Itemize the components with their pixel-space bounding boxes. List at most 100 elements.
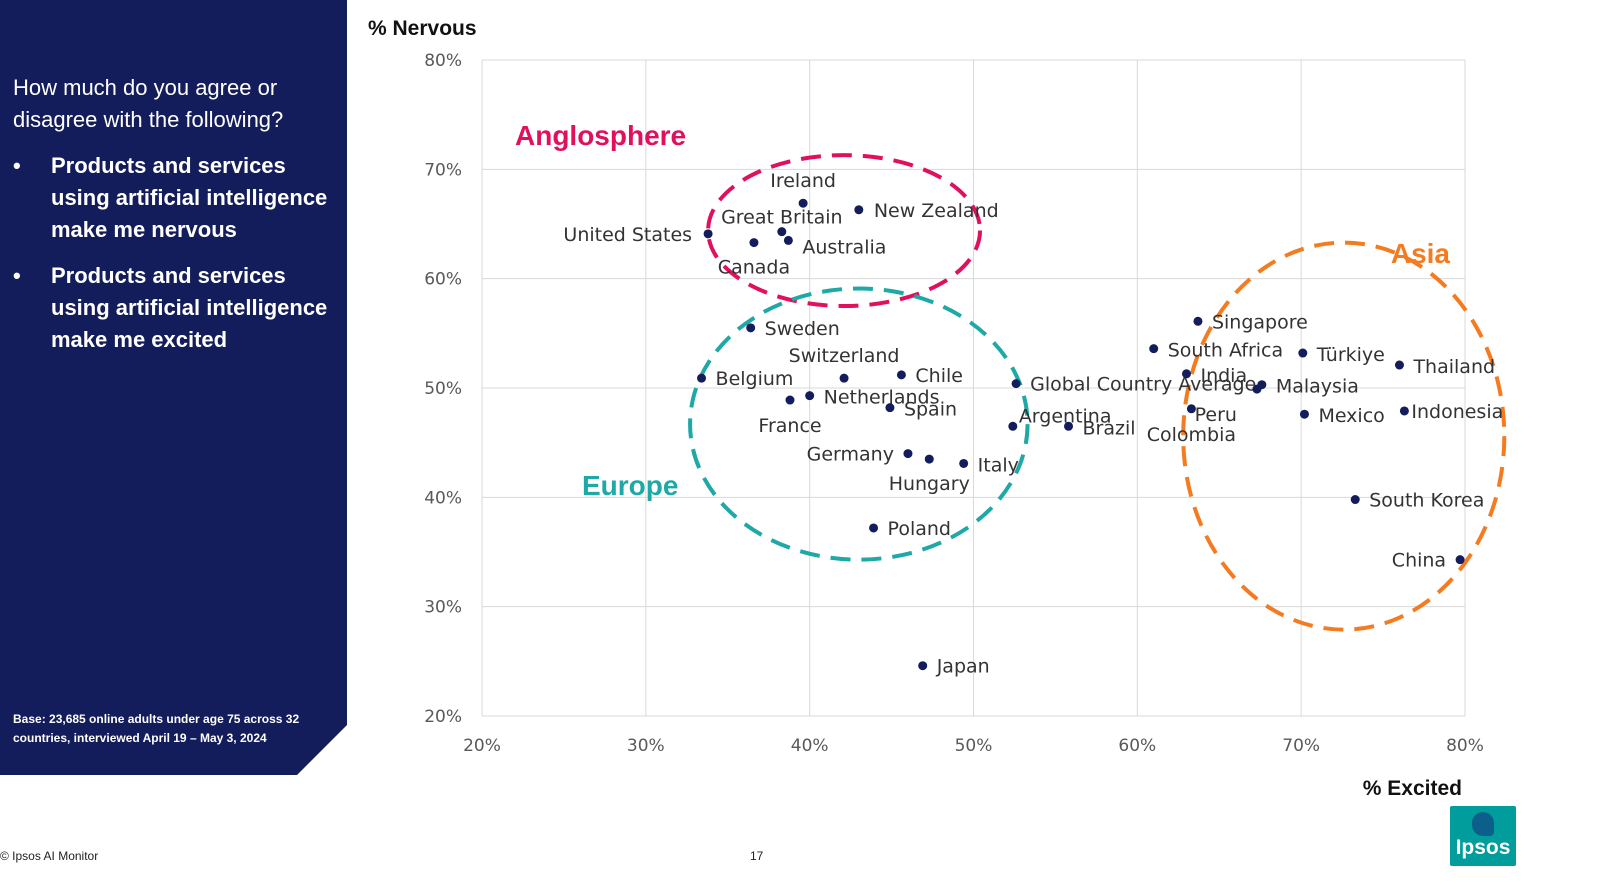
survey-question: How much do you agree or disagree with t…: [13, 75, 284, 132]
data-point: [1011, 379, 1021, 389]
statement-text: Products and services using artificial i…: [51, 263, 328, 352]
data-point-label: Türkiye: [1316, 344, 1385, 366]
data-point: [1193, 316, 1203, 326]
side-panel: How much do you agree or disagree with t…: [0, 0, 347, 775]
data-point: [1008, 421, 1018, 431]
y-tick-label: 70%: [424, 160, 462, 180]
bullet-glyph: •: [13, 153, 21, 178]
data-point-label: Australia: [802, 236, 886, 258]
y-tick-label: 40%: [424, 488, 462, 508]
data-point: [1394, 360, 1404, 370]
bullet-glyph: •: [13, 263, 21, 288]
x-tick-label: 50%: [955, 736, 993, 756]
y-tick-label: 60%: [424, 270, 462, 290]
data-point: [783, 235, 793, 245]
statement-excited: • Products and services using artificial …: [13, 260, 333, 356]
data-point-label: Peru: [1195, 404, 1237, 426]
data-point-label: Italy: [978, 454, 1019, 476]
data-point: [959, 458, 969, 468]
data-point: [749, 238, 759, 248]
footer-source: © Ipsos AI Monitor: [0, 849, 99, 863]
data-point-label: China: [1392, 550, 1446, 572]
x-tick-label: 40%: [791, 736, 829, 756]
cluster-ellipse: [688, 286, 1030, 562]
data-point: [697, 373, 707, 383]
data-point: [1298, 348, 1308, 358]
data-point-label: Ireland: [770, 170, 836, 192]
cluster-label: Europe: [582, 470, 678, 501]
data-point: [1399, 406, 1409, 416]
cluster-label: Anglosphere: [515, 120, 686, 151]
data-point-label: France: [758, 415, 821, 437]
cluster-label: Asia: [1391, 238, 1451, 269]
data-point-label: Belgium: [716, 368, 794, 390]
ipsos-logo: Ipsos: [1450, 806, 1516, 866]
data-point-label: Argentina: [1019, 405, 1112, 427]
data-point-label: Poland: [888, 518, 951, 540]
y-axis-title: % Nervous: [368, 17, 477, 40]
logo-text: Ipsos: [1455, 836, 1511, 859]
data-point-label: Singapore: [1212, 311, 1308, 333]
data-point: [777, 227, 787, 237]
data-point: [1350, 495, 1360, 505]
data-point: [896, 370, 906, 380]
x-tick-label: 70%: [1282, 736, 1320, 756]
data-point: [785, 395, 795, 405]
data-point-label: Netherlands: [824, 387, 940, 409]
y-tick-label: 50%: [424, 379, 462, 399]
data-point: [1064, 421, 1074, 431]
data-point: [924, 454, 934, 464]
data-point-label: Chile: [915, 365, 963, 387]
data-point: [805, 391, 815, 401]
data-point: [1257, 380, 1267, 390]
data-point: [1186, 404, 1196, 414]
statement-nervous: • Products and services using artificial …: [13, 150, 333, 246]
data-point-label: Indonesia: [1411, 401, 1503, 423]
data-point-label: Germany: [807, 444, 894, 466]
data-point-label: South Africa: [1168, 340, 1283, 362]
x-tick-label: 80%: [1446, 736, 1484, 756]
data-point-label: Sweden: [765, 318, 840, 340]
base-note: Base: 23,685 online adults under age 75 …: [13, 712, 300, 745]
data-point-label: India: [1200, 365, 1247, 387]
y-tick-label: 80%: [424, 51, 462, 71]
data-point-label: New Zealand: [874, 200, 999, 222]
page-number: 17: [750, 849, 764, 863]
data-point-label: United States: [563, 224, 692, 246]
data-point-label: Malaysia: [1276, 376, 1359, 398]
cluster-ellipse: [706, 153, 983, 308]
data-point-label: Global Country Average: [1030, 374, 1256, 396]
data-point-label: Thailand: [1412, 356, 1495, 378]
x-tick-label: 60%: [1118, 736, 1156, 756]
data-point: [918, 661, 928, 671]
data-point-label: Japan: [936, 656, 990, 678]
statement-text: Products and services using artificial i…: [51, 153, 328, 242]
data-point: [798, 198, 808, 208]
data-point-label: Hungary: [889, 473, 970, 495]
x-tick-label: 20%: [463, 736, 501, 756]
data-point: [1455, 555, 1465, 565]
statement-list: • Products and services using artificial …: [13, 150, 333, 370]
data-point-label: Mexico: [1318, 405, 1384, 427]
data-point: [869, 523, 879, 533]
y-tick-label: 20%: [424, 707, 462, 727]
data-point: [854, 205, 864, 215]
data-point-label: Spain: [904, 399, 957, 421]
data-point-label: South Korea: [1369, 490, 1484, 512]
data-point-label: Great Britain: [721, 207, 842, 229]
data-point: [839, 373, 849, 383]
data-point: [746, 323, 756, 333]
data-point: [1181, 369, 1191, 379]
cluster-ellipse: [1181, 240, 1507, 632]
data-point-label: Brazil: [1083, 417, 1136, 439]
data-point: [703, 229, 713, 239]
data-point-label: Canada: [718, 257, 790, 279]
y-tick-label: 30%: [424, 598, 462, 618]
logo-mark-icon: [1472, 812, 1494, 836]
data-point: [885, 403, 895, 413]
data-point: [1149, 344, 1159, 354]
data-point-label: Colombia: [1147, 424, 1236, 446]
data-point: [903, 449, 913, 459]
x-axis-title: % Excited: [1363, 777, 1462, 800]
